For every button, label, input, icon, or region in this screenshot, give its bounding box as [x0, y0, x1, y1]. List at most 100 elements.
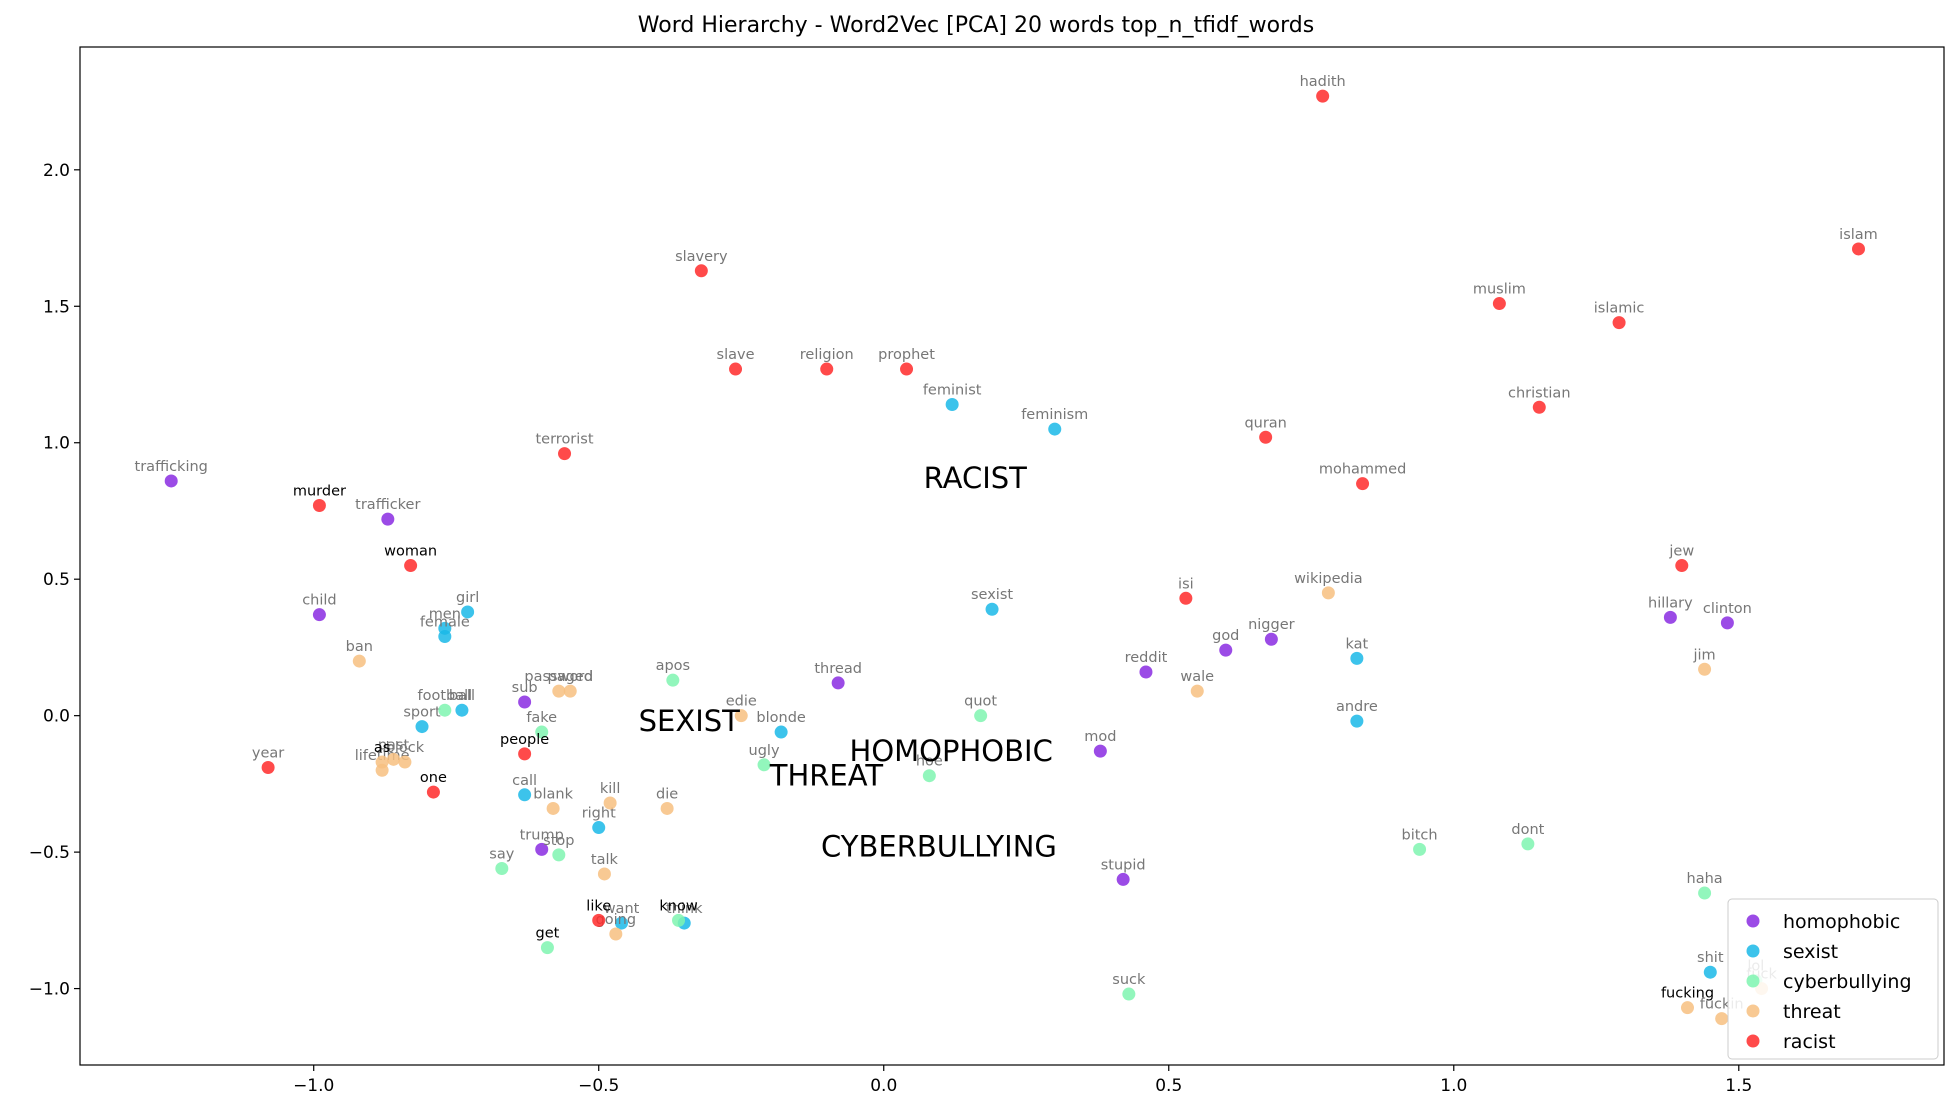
- word-label: die: [656, 786, 678, 802]
- word-label: christian: [1508, 385, 1571, 401]
- point-racist: [1851, 242, 1865, 256]
- word-label: kat: [1346, 636, 1369, 652]
- word-label: terrorist: [535, 432, 593, 448]
- point-cyberbullying: [666, 673, 680, 687]
- legend-marker: [1746, 1004, 1760, 1018]
- word-label: islam: [1839, 227, 1878, 243]
- word-label: blank: [533, 786, 573, 802]
- point-threat: [734, 709, 748, 723]
- point-homophobic: [518, 695, 532, 709]
- point-threat: [546, 801, 560, 815]
- point-threat: [398, 755, 412, 769]
- point-sexist: [1048, 422, 1062, 436]
- point-homophobic: [831, 676, 845, 690]
- word-label: isi: [1178, 576, 1194, 592]
- word-label: edie: [726, 694, 757, 710]
- word-label: haha: [1687, 871, 1723, 887]
- word-label: stop: [543, 833, 574, 849]
- y-tick-label: 1.5: [43, 297, 70, 317]
- legend-marker: [1746, 1034, 1760, 1048]
- point-homophobic: [1663, 610, 1677, 624]
- word-label: ban: [346, 639, 373, 655]
- word-label: bitch: [1402, 827, 1438, 843]
- word-label: know: [659, 898, 697, 914]
- word-label: right: [582, 806, 616, 822]
- point-cyberbullying: [974, 709, 988, 723]
- point-racist: [261, 761, 275, 775]
- word-label: feminist: [923, 383, 982, 399]
- point-racist: [1356, 477, 1370, 491]
- point-cyberbullying: [1413, 842, 1427, 856]
- word-label: woman: [384, 544, 437, 560]
- word-label: girl: [456, 590, 479, 606]
- point-sexist: [461, 605, 475, 619]
- y-tick-label: 0.0: [43, 707, 70, 727]
- word-label: paged: [548, 669, 593, 685]
- word-label: one: [420, 770, 447, 786]
- point-threat: [387, 752, 401, 766]
- point-threat: [352, 654, 366, 668]
- point-threat: [1190, 684, 1204, 698]
- point-racist: [694, 264, 708, 278]
- point-threat: [597, 867, 611, 881]
- word-label: block: [386, 740, 425, 756]
- plot-area: [79, 46, 1945, 1066]
- category-label: CYBERBULLYING: [821, 830, 1057, 864]
- word-label: wale: [1180, 669, 1214, 685]
- point-cyberbullying: [1122, 987, 1136, 1001]
- word-label: call: [512, 773, 537, 789]
- point-racist: [1316, 89, 1330, 103]
- word-label: female: [420, 615, 470, 631]
- word-label: going: [596, 912, 637, 928]
- word-label: people: [500, 732, 549, 748]
- point-sexist: [774, 725, 788, 739]
- point-threat: [660, 801, 674, 815]
- point-threat: [609, 927, 623, 941]
- point-cyberbullying: [672, 913, 686, 927]
- word-label: prophet: [878, 347, 935, 363]
- point-racist: [426, 785, 440, 799]
- legend-entry: sexist: [1783, 941, 1838, 963]
- word-label: football: [417, 688, 472, 704]
- word-label: mohammed: [1319, 462, 1406, 478]
- word-label: like: [586, 898, 611, 914]
- word-label: clinton: [1703, 601, 1752, 617]
- x-tick-label: −0.5: [578, 1076, 619, 1096]
- point-cyberbullying: [540, 941, 554, 955]
- point-racist: [820, 362, 834, 376]
- word-label: hillary: [1648, 595, 1693, 611]
- y-tick-label: 0.5: [43, 570, 70, 590]
- point-cyberbullying: [438, 703, 452, 717]
- word-label: slavery: [675, 249, 728, 265]
- word-label: think: [666, 901, 703, 917]
- point-racist: [558, 447, 572, 461]
- word-label: password: [524, 669, 593, 685]
- word-label: wikipedia: [1294, 571, 1363, 587]
- point-homophobic: [1116, 872, 1130, 886]
- word-label: blonde: [756, 710, 805, 726]
- word-label: thread: [814, 661, 862, 677]
- legend-marker: [1746, 914, 1760, 928]
- point-threat: [1680, 1001, 1694, 1015]
- point-racist: [404, 559, 418, 573]
- legend-entry: racist: [1783, 1031, 1836, 1053]
- word-label: andre: [1336, 699, 1378, 715]
- point-threat: [1321, 586, 1335, 600]
- word-label: apos: [656, 658, 691, 674]
- word-label: child: [302, 593, 336, 609]
- point-homophobic: [535, 842, 549, 856]
- point-sexist: [438, 630, 452, 644]
- point-racist: [1675, 559, 1689, 573]
- word-label: nigger: [1248, 617, 1295, 633]
- point-sexist: [415, 720, 429, 734]
- y-tick-label: −0.5: [29, 843, 70, 863]
- x-tick-label: −1.0: [293, 1076, 334, 1096]
- point-cyberbullying: [552, 848, 566, 862]
- point-racist: [1259, 430, 1273, 444]
- x-axis: −1.0 −0.5 0.0 0.5 1.0 1.5: [293, 1065, 1752, 1096]
- point-racist: [312, 499, 326, 513]
- word-label: god: [1212, 628, 1239, 644]
- point-racist: [729, 362, 743, 376]
- x-tick-label: 0.0: [870, 1076, 897, 1096]
